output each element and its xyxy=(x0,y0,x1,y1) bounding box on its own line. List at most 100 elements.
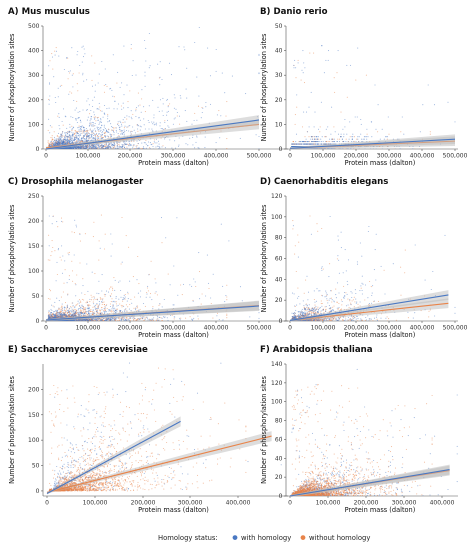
data-point xyxy=(319,131,321,133)
data-point xyxy=(51,251,53,253)
data-point xyxy=(80,127,82,129)
data-point xyxy=(52,141,54,143)
data-point xyxy=(412,148,414,149)
data-point xyxy=(120,121,122,123)
data-point xyxy=(74,133,76,135)
data-point xyxy=(86,140,88,142)
data-point xyxy=(189,137,191,139)
data-point xyxy=(75,119,77,121)
data-point xyxy=(56,273,58,276)
data-point xyxy=(303,111,305,113)
data-point xyxy=(77,50,79,53)
data-point xyxy=(103,91,106,93)
data-point xyxy=(176,111,178,114)
data-point xyxy=(56,138,58,140)
data-point xyxy=(81,130,83,132)
chart-panel-3: C) Drosophila melanogaster05010015020025… xyxy=(8,177,288,339)
data-point xyxy=(117,121,119,123)
data-point xyxy=(100,134,102,136)
data-point xyxy=(78,126,80,128)
data-point xyxy=(81,146,83,148)
data-point xyxy=(314,136,316,138)
data-point xyxy=(310,91,312,93)
data-point xyxy=(133,129,135,131)
data-point xyxy=(167,125,169,127)
data-point xyxy=(117,103,120,105)
data-point xyxy=(96,108,98,110)
data-point xyxy=(305,143,307,145)
data-point xyxy=(74,138,76,140)
data-point xyxy=(159,99,162,101)
data-point xyxy=(75,136,77,139)
data-point xyxy=(122,144,124,146)
data-point xyxy=(93,96,95,98)
data-point xyxy=(64,147,67,149)
y-tick-label: 50 xyxy=(275,23,283,30)
data-point xyxy=(100,214,102,216)
data-point xyxy=(334,141,336,143)
data-point xyxy=(91,125,93,127)
data-point xyxy=(371,136,373,138)
data-point xyxy=(90,116,93,118)
data-point xyxy=(65,134,67,136)
y-tick-label: 0 xyxy=(36,318,40,325)
data-point xyxy=(226,296,228,298)
data-point xyxy=(71,129,73,131)
data-point xyxy=(83,129,86,131)
data-point xyxy=(185,143,187,145)
data-point xyxy=(132,113,134,115)
data-point xyxy=(124,293,126,296)
data-point xyxy=(220,115,222,117)
data-point xyxy=(49,142,51,144)
data-point xyxy=(121,144,123,146)
data-point xyxy=(57,142,59,144)
data-point xyxy=(55,139,57,141)
data-point xyxy=(118,144,120,146)
data-point xyxy=(119,130,121,132)
data-point xyxy=(148,105,150,107)
data-point xyxy=(83,299,85,301)
data-point xyxy=(115,303,117,305)
data-point xyxy=(357,138,359,140)
data-point xyxy=(127,126,129,128)
data-point xyxy=(353,148,355,149)
data-point xyxy=(175,108,177,110)
data-point xyxy=(167,110,169,112)
data-point xyxy=(97,119,99,121)
data-point xyxy=(156,142,158,144)
data-point xyxy=(69,142,71,144)
data-point xyxy=(83,147,85,149)
data-point xyxy=(93,311,95,313)
data-point xyxy=(57,87,59,89)
data-point xyxy=(111,129,114,131)
data-point xyxy=(98,122,101,124)
data-point xyxy=(72,116,74,119)
data-point xyxy=(166,111,168,113)
data-point xyxy=(80,121,82,123)
data-point xyxy=(80,309,82,311)
data-point xyxy=(88,125,90,127)
data-point xyxy=(178,115,181,117)
data-point xyxy=(225,115,227,117)
data-point xyxy=(209,103,212,105)
data-point xyxy=(78,135,80,137)
data-point xyxy=(185,317,187,319)
data-point xyxy=(114,144,116,146)
data-point xyxy=(302,72,304,74)
data-point xyxy=(74,135,77,137)
data-point xyxy=(94,130,97,132)
data-point xyxy=(100,147,102,149)
data-point xyxy=(365,74,367,76)
data-point xyxy=(142,148,144,149)
data-point xyxy=(375,148,377,149)
data-point xyxy=(303,82,306,84)
data-point xyxy=(454,121,456,123)
data-point xyxy=(90,139,92,142)
data-point xyxy=(293,64,295,66)
data-point xyxy=(366,136,368,138)
data-point xyxy=(61,136,63,138)
data-point xyxy=(69,126,71,128)
data-point xyxy=(72,146,75,148)
data-point xyxy=(302,141,304,143)
data-point xyxy=(106,85,108,87)
